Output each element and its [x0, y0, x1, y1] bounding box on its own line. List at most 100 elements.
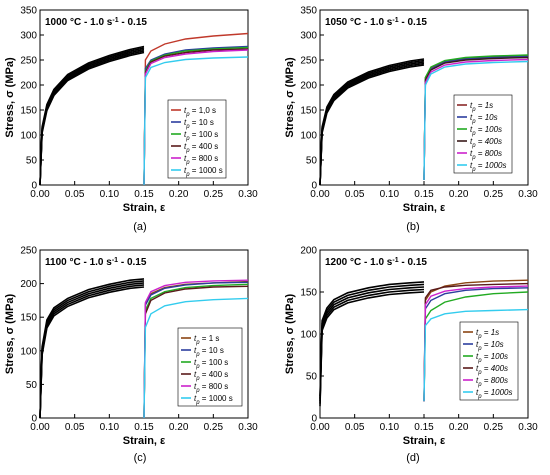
x-tick-label: 0.25 [484, 189, 504, 200]
y-tick-label: 0 [311, 414, 317, 425]
series-line [143, 279, 249, 419]
x-tick-label: 0.20 [449, 422, 469, 433]
y-tick-label: 0 [311, 181, 317, 192]
y-tick-label: 200 [20, 81, 37, 92]
legend-entry: tp = 400s [476, 364, 508, 376]
series-line [423, 54, 529, 181]
x-axis-label: Strain, ε [123, 202, 166, 214]
y-tick-label: 300 [20, 31, 37, 42]
y-axis-label: Stress, σ (MPa) [284, 57, 296, 138]
series-line [423, 58, 529, 181]
first-pass-curve [319, 58, 425, 186]
first-pass-curve [39, 45, 145, 186]
x-tick-label: 0.15 [414, 422, 434, 433]
y-tick-label: 350 [300, 6, 317, 17]
legend-entry: tp = 10s [470, 113, 498, 125]
first-pass-curve [319, 283, 425, 399]
x-tick-label: 0.00 [30, 189, 50, 200]
y-tick-label: 50 [26, 156, 38, 167]
legend-entry: tp = 100s [476, 352, 508, 364]
x-tick-label: 0.15 [414, 189, 434, 200]
legend-entry: tp = 400 s [184, 142, 218, 154]
chart-panel-4: 0.00 0.05 0.10 0.15 0.20 0.25 0.30 0 50 100 150 200… [284, 246, 538, 465]
y-tick-label: 50 [26, 380, 38, 391]
y-tick-label: 100 [20, 131, 37, 142]
series-line [423, 56, 529, 181]
first-pass-curve [319, 288, 425, 404]
chart-panel-3: 0.00 0.05 0.10 0.15 0.20 0.25 0.30 0 50 100 150 200… [4, 246, 258, 465]
x-tick-label: 0.00 [310, 189, 330, 200]
x-tick-label: 0.30 [518, 189, 538, 200]
legend-box [459, 321, 519, 401]
series-line [143, 56, 249, 186]
y-tick-label: 50 [306, 156, 318, 167]
legend-entry: tp = 400s [470, 137, 502, 149]
legend-entry: tp = 100s [470, 125, 502, 137]
x-tick-label: 0.10 [380, 422, 400, 433]
first-pass-curve [39, 278, 145, 419]
x-tick-label: 0.05 [345, 189, 365, 200]
legend-entry: tp = 800 s [194, 382, 228, 394]
legend-entry: tp = 1,0 s [184, 106, 216, 118]
legend-entry: tp = 1s [470, 101, 493, 113]
series-line [143, 49, 249, 186]
chart-panel-2: 0.00 0.05 0.10 0.15 0.20 0.25 0.30 0 50 100 150 200… [284, 6, 538, 234]
y-tick-label: 350 [20, 6, 37, 17]
x-tick-label: 0.10 [100, 189, 120, 200]
x-axis-label: Strain, ε [403, 435, 446, 447]
legend: tp = 1 stp = 10 stp = 100 stp = 400 stp … [177, 327, 243, 407]
legend-box [167, 99, 227, 179]
x-tick-label: 0.05 [345, 422, 365, 433]
x-tick-label: 0.30 [238, 422, 258, 433]
legend-entry: tp = 400 s [194, 370, 228, 382]
legend-entry: tp = 10s [476, 340, 504, 352]
series-line [143, 45, 249, 186]
y-tick-label: 100 [20, 346, 37, 357]
panel-label: (b) [406, 221, 419, 233]
y-tick-label: 250 [20, 246, 37, 257]
legend-entry: tp = 1 s [194, 334, 219, 346]
y-axis-label: Stress, σ (MPa) [4, 294, 16, 375]
chart-title: 1000 °C - 1.0 s-1 - 0.15 [45, 17, 147, 29]
legend-entry: tp = 800 s [184, 154, 218, 166]
y-axis-label: Stress, σ (MPa) [4, 57, 16, 138]
legend-entry: tp = 1000 s [184, 166, 223, 178]
x-axis-label: Strain, ε [403, 202, 446, 214]
series-line [143, 32, 249, 186]
legend-entry: tp = 1s [476, 328, 499, 340]
y-tick-label: 250 [300, 56, 317, 67]
chart-panel-1: 0.00 0.05 0.10 0.15 0.20 0.25 0.30 0 50 100 150 200… [4, 6, 258, 234]
legend-entry: tp = 1000s [476, 388, 513, 400]
x-tick-label: 0.10 [100, 422, 120, 433]
x-tick-label: 0.25 [204, 189, 224, 200]
chart-title: 1100 °C - 1.0 s-1 - 0.15 [45, 257, 147, 269]
first-pass-curve [319, 291, 425, 407]
x-tick-label: 0.05 [65, 422, 85, 433]
x-tick-label: 0.30 [518, 422, 538, 433]
legend-entry: tp = 1000 s [194, 394, 233, 406]
y-tick-label: 0 [31, 414, 37, 425]
first-pass-curve [319, 286, 425, 402]
y-tick-label: 100 [300, 330, 317, 341]
legend-entry: tp = 800s [470, 149, 502, 161]
legend-entry: tp = 1000s [470, 161, 507, 173]
x-tick-label: 0.10 [380, 189, 400, 200]
y-tick-label: 150 [20, 313, 37, 324]
y-axis-label: Stress, σ (MPa) [284, 294, 296, 375]
legend-entry: tp = 100 s [184, 130, 218, 142]
legend-entry: tp = 800s [476, 376, 508, 388]
y-tick-label: 200 [20, 279, 37, 290]
panel-label: (a) [133, 221, 146, 233]
y-tick-label: 50 [306, 372, 318, 383]
y-tick-label: 250 [20, 56, 37, 67]
x-tick-label: 0.05 [65, 189, 85, 200]
legend-entry: tp = 100 s [194, 358, 228, 370]
x-tick-label: 0.15 [134, 189, 154, 200]
panel-label: (c) [134, 452, 147, 464]
y-tick-label: 200 [300, 81, 317, 92]
y-tick-label: 0 [31, 181, 37, 192]
x-tick-label: 0.20 [169, 422, 189, 433]
